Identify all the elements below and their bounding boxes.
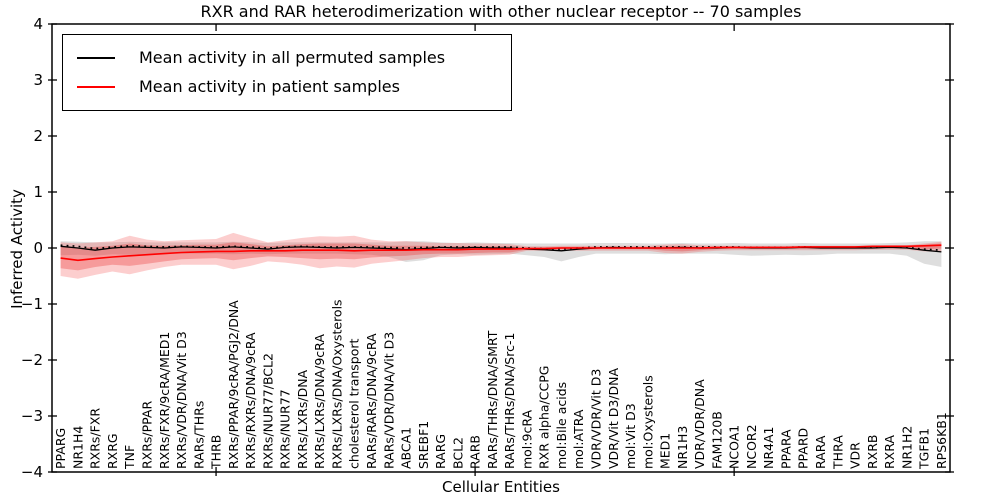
x-category-label: VDR xyxy=(848,442,863,469)
y-tick-label: −4 xyxy=(21,463,43,481)
legend-label-patient: Mean activity in patient samples xyxy=(139,77,400,96)
x-category-label: TGFB1 xyxy=(917,428,932,470)
y-tick-label: −2 xyxy=(21,351,43,369)
x-category-label: RXRB xyxy=(865,434,880,469)
x-category-label: cholesterol transport xyxy=(347,338,362,469)
x-category-label: RPS6KB1 xyxy=(934,412,949,469)
x-category-label: NR1H3 xyxy=(675,426,690,469)
x-category-label: RXRA xyxy=(882,435,897,469)
x-category-label: mol:9cRA xyxy=(519,409,534,469)
legend-entry-patient: Mean activity in patient samples xyxy=(63,72,511,101)
permuted-line-swatch xyxy=(77,56,115,59)
x-category-label: VDR/Vit D3/DNA xyxy=(606,368,621,469)
y-tick-label: 1 xyxy=(33,183,43,201)
x-category-label: RXRs/FXR xyxy=(88,408,103,469)
x-category-label: RARG xyxy=(433,434,448,469)
x-category-label: MED1 xyxy=(658,433,673,469)
x-category-label: RARs/THRs xyxy=(191,401,206,469)
y-tick-label: −3 xyxy=(21,407,43,425)
series-patient-mean xyxy=(60,244,942,262)
x-category-label: PPARA xyxy=(778,429,793,469)
x-category-label: RARA xyxy=(813,435,828,469)
x-category-label: NCOR2 xyxy=(744,424,759,469)
x-category-label: SREBF1 xyxy=(416,421,431,469)
patient-line-swatch xyxy=(77,85,115,88)
x-category-label: RXRs/VDR/DNA/Vit D3 xyxy=(174,331,189,469)
x-category-label: THRB xyxy=(209,435,224,470)
x-category-label: RXRs/LXRs/DNA xyxy=(295,369,310,469)
x-category-label: mol:ATRA xyxy=(571,409,586,469)
x-category-label: FAM120B xyxy=(709,411,724,469)
x-category-label: NR1H2 xyxy=(899,426,914,469)
x-category-label: mol:Bile acids xyxy=(554,382,569,469)
x-category-label: RXRs/NUR77/BCL2 xyxy=(260,353,275,469)
x-category-label: RXRs/NUR77 xyxy=(278,389,293,469)
legend-label-permuted: Mean activity in all permuted samples xyxy=(139,48,446,67)
x-category-label: PPARD xyxy=(796,428,811,469)
x-category-label: NR4A1 xyxy=(761,427,776,470)
x-category-label: PPARG xyxy=(53,428,68,469)
x-category-label: RXRs/LXRs/DNA/Oxysterols xyxy=(329,299,344,469)
x-category-label: RXR alpha/CCPG xyxy=(537,366,552,469)
x-category-label: VDR/VDR/Vit D3 xyxy=(588,369,603,469)
x-category-label: RXRs/PPAR/9cRA/PGJ2/DNA xyxy=(226,300,241,469)
y-axis-label: Inferred Activity xyxy=(8,189,26,309)
x-category-label: THRA xyxy=(830,435,845,470)
x-category-label: RARB xyxy=(468,435,483,469)
x-category-label: RXRG xyxy=(105,433,120,469)
y-tick-label: −1 xyxy=(21,295,43,313)
y-tick-label: 4 xyxy=(33,15,43,33)
x-category-label: mol:Oxysterols xyxy=(640,375,655,469)
x-category-label: VDR/VDR/DNA xyxy=(692,379,707,469)
legend-box: Mean activity in all permuted samples Me… xyxy=(62,34,512,111)
x-category-label: RARs/THRs/DNA/SMRT xyxy=(485,330,500,469)
y-tick-label: 2 xyxy=(33,127,43,145)
x-category-label: RARs/VDR/DNA/Vit D3 xyxy=(381,332,396,469)
y-tick-label: 3 xyxy=(33,71,43,89)
band-patient-range-outer xyxy=(60,232,942,279)
x-category-label: mol:Vit D3 xyxy=(623,403,638,469)
x-category-label: TNF xyxy=(122,445,137,470)
x-category-label: RXRs/FXR/9cRA/MED1 xyxy=(157,332,172,469)
chart-title: RXR and RAR heterodimerization with othe… xyxy=(200,2,802,21)
x-category-label: RXRs/RXRs/DNA/9cRA xyxy=(243,332,258,469)
x-category-label: NR1H4 xyxy=(70,426,85,469)
x-category-label: RXRs/LXRs/DNA/9cRA xyxy=(312,334,327,469)
x-category-label: ABCA1 xyxy=(399,427,414,469)
legend-entry-permuted: Mean activity in all permuted samples xyxy=(63,43,511,72)
x-category-label: RARs/THRs/DNA/Src-1 xyxy=(502,333,517,469)
x-category-label: BCL2 xyxy=(450,437,465,469)
x-category-label: RARs/RARs/DNA/9cRA xyxy=(364,333,379,469)
band-patient-range-inner xyxy=(60,242,942,271)
y-tick-label: 0 xyxy=(33,239,43,257)
x-category-label: NCOA1 xyxy=(727,425,742,469)
x-category-label: RXRs/PPAR xyxy=(139,401,154,469)
x-axis-label: Cellular Entities xyxy=(442,478,560,496)
